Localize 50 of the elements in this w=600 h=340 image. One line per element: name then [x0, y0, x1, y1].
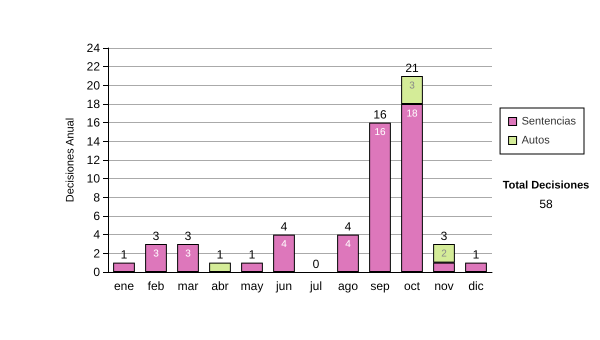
total-label: 4: [344, 220, 352, 234]
data-label: 4: [281, 239, 288, 250]
total-label: 3: [440, 229, 448, 243]
y-tick-label: 16: [86, 116, 100, 130]
y-tick-label: 8: [93, 190, 100, 204]
y-tick-label: 24: [86, 41, 100, 55]
x-tick-label: ago: [338, 279, 358, 293]
total-label: 3: [152, 229, 160, 243]
data-label: 2: [441, 248, 448, 260]
y-tick-label: 22: [86, 60, 100, 74]
x-tick-label: jun: [274, 279, 292, 293]
x-tick-label: ene: [114, 279, 134, 293]
y-tick-label: 20: [86, 78, 100, 92]
x-tick-label: oct: [404, 279, 421, 293]
y-tick-label: 10: [86, 172, 100, 186]
y-tick-label: 4: [93, 228, 100, 242]
x-tick-label: sep: [370, 279, 390, 293]
total-label: 0: [312, 257, 320, 271]
legend-label: Autos: [522, 134, 550, 146]
legend-label: Sentencias: [522, 116, 576, 128]
y-tick-label: 6: [93, 209, 100, 223]
y-tick-label: 18: [86, 97, 100, 111]
y-tick-label: 12: [86, 153, 100, 167]
text: 58: [539, 197, 553, 211]
x-tick-label: jul: [308, 279, 322, 293]
y-axis-title: Decisiones Anual: [64, 118, 76, 202]
total-label: 1: [216, 248, 224, 262]
x-tick-label: mar: [178, 279, 198, 293]
x-tick-label: dic: [468, 279, 484, 293]
text: Total Decisiones: [502, 180, 590, 192]
total-label: 1: [120, 248, 128, 262]
data-label: 16: [374, 127, 386, 138]
data-label: 3: [409, 80, 416, 92]
total-label: 16: [373, 108, 387, 122]
data-label: 3: [185, 248, 192, 260]
data-label: 3: [153, 248, 160, 260]
total-label: 1: [248, 248, 256, 262]
y-tick-label: 14: [86, 134, 100, 148]
total-label: 1: [472, 248, 480, 262]
y-tick-label: 2: [93, 246, 100, 260]
data-label: 4: [345, 239, 352, 250]
total-label: 3: [184, 229, 192, 243]
x-tick-label: feb: [148, 279, 165, 293]
data-label: 18: [406, 108, 418, 120]
y-tick-label: 0: [93, 265, 100, 279]
total-label: 4: [280, 220, 288, 234]
x-tick-label: may: [240, 279, 264, 293]
total-label: 21: [405, 61, 419, 75]
x-tick-label: abr: [211, 279, 229, 293]
x-tick-label: nov: [434, 279, 454, 293]
